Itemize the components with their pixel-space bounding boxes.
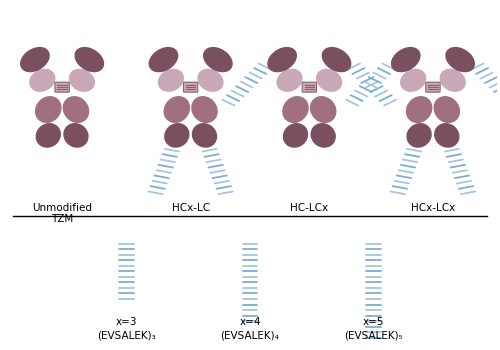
Ellipse shape [164, 97, 190, 122]
Ellipse shape [70, 69, 94, 91]
Text: (EVSALEK)₅: (EVSALEK)₅ [344, 330, 403, 340]
Ellipse shape [284, 124, 308, 147]
Ellipse shape [277, 69, 302, 91]
Ellipse shape [30, 69, 55, 91]
Ellipse shape [75, 48, 104, 72]
FancyBboxPatch shape [55, 82, 70, 92]
Ellipse shape [283, 97, 308, 122]
Ellipse shape [150, 48, 178, 72]
Ellipse shape [440, 69, 465, 91]
Ellipse shape [192, 97, 217, 122]
Ellipse shape [434, 97, 460, 122]
Ellipse shape [435, 124, 459, 147]
Ellipse shape [64, 124, 88, 147]
Text: x=4: x=4 [240, 316, 261, 327]
Text: HCx-LC: HCx-LC [172, 203, 209, 212]
Ellipse shape [310, 97, 336, 122]
Ellipse shape [158, 69, 184, 91]
Text: Unmodified
TZM: Unmodified TZM [32, 203, 92, 224]
Ellipse shape [322, 48, 350, 72]
Text: x=3: x=3 [116, 316, 137, 327]
FancyBboxPatch shape [302, 82, 316, 92]
Ellipse shape [406, 97, 432, 122]
Ellipse shape [21, 48, 49, 72]
FancyBboxPatch shape [184, 82, 198, 92]
Ellipse shape [198, 69, 223, 91]
Ellipse shape [64, 97, 88, 122]
Ellipse shape [392, 48, 420, 72]
Ellipse shape [446, 48, 474, 72]
Text: (EVSALEK)₄: (EVSALEK)₄ [220, 330, 280, 340]
Ellipse shape [407, 124, 431, 147]
Ellipse shape [36, 124, 60, 147]
Ellipse shape [311, 124, 335, 147]
Ellipse shape [192, 124, 216, 147]
Text: HC-LCx: HC-LCx [290, 203, 329, 212]
Ellipse shape [36, 97, 61, 122]
Text: (EVSALEK)₃: (EVSALEK)₃ [97, 330, 156, 340]
Ellipse shape [204, 48, 232, 72]
Ellipse shape [268, 48, 296, 72]
Ellipse shape [165, 124, 189, 147]
Ellipse shape [316, 69, 342, 91]
Text: x=5: x=5 [363, 316, 384, 327]
FancyBboxPatch shape [426, 82, 440, 92]
Text: HCx-LCx: HCx-LCx [411, 203, 455, 212]
Ellipse shape [400, 69, 425, 91]
